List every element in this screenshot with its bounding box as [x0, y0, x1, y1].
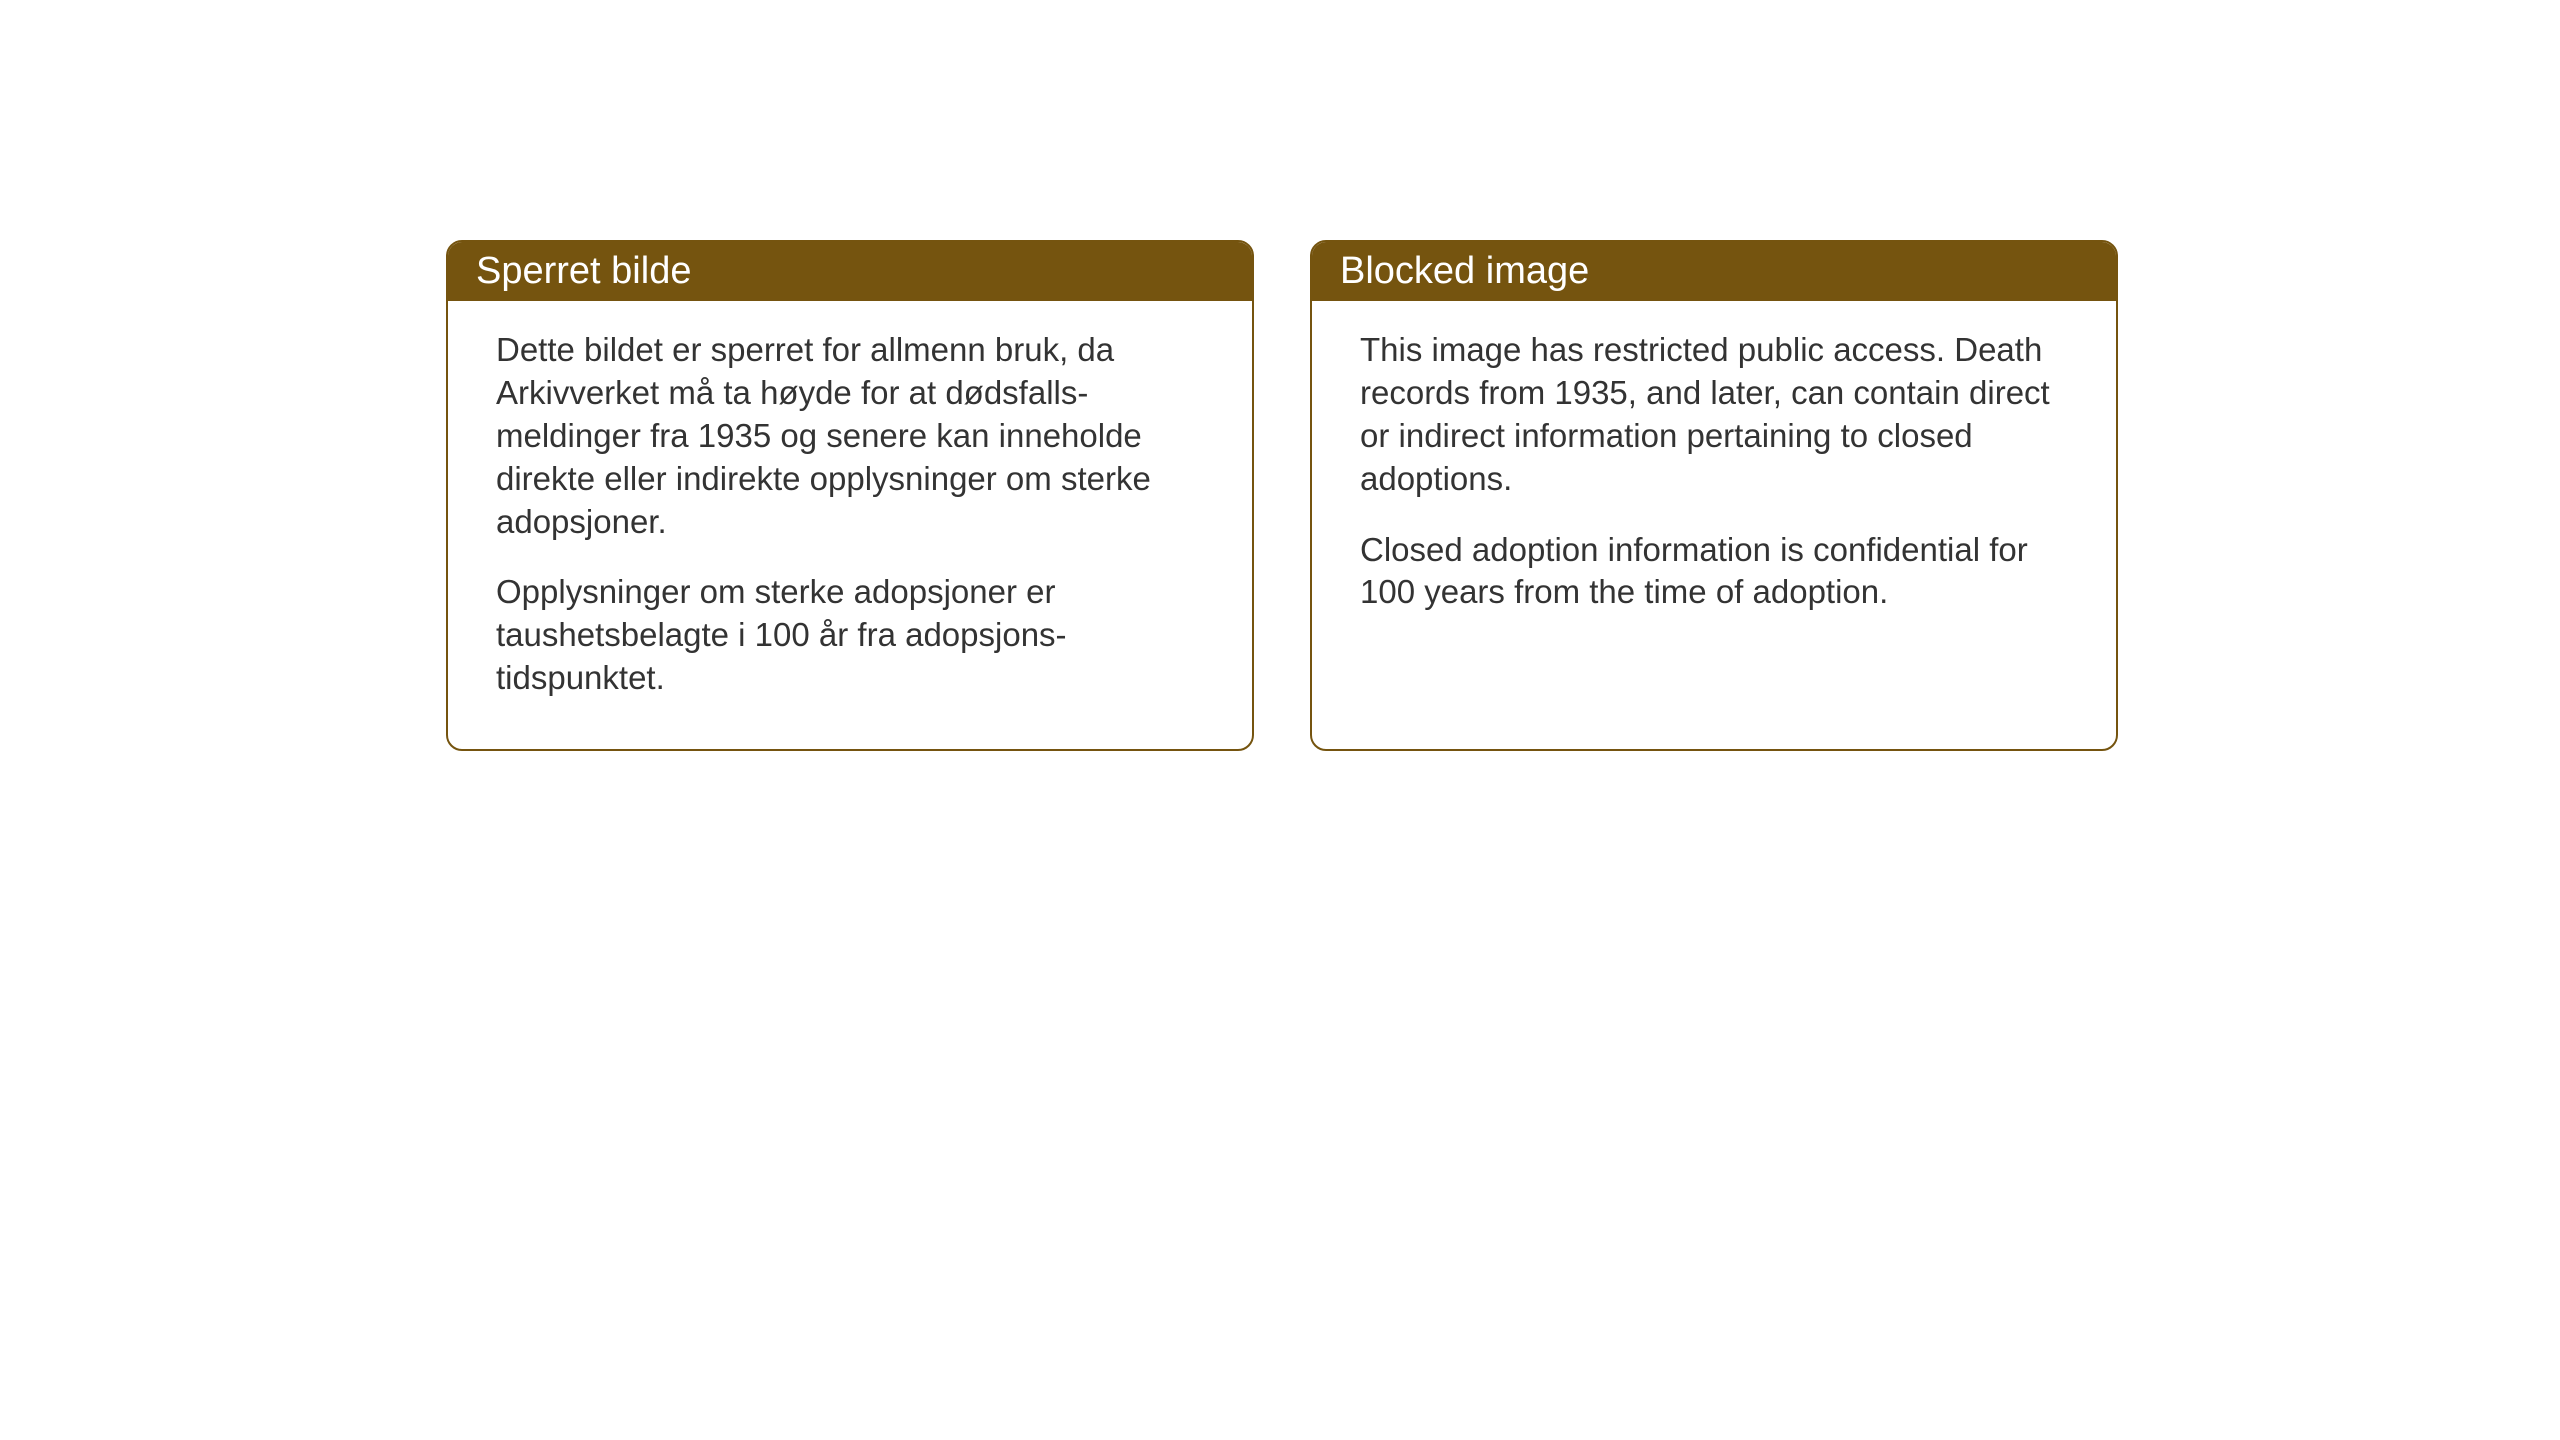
- notice-paragraph-2-english: Closed adoption information is confident…: [1360, 529, 2068, 615]
- notice-container: Sperret bilde Dette bildet er sperret fo…: [446, 240, 2118, 751]
- notice-paragraph-2-norwegian: Opplysninger om sterke adopsjoner er tau…: [496, 571, 1204, 700]
- notice-title-norwegian: Sperret bilde: [476, 250, 691, 292]
- notice-title-english: Blocked image: [1340, 250, 1589, 292]
- notice-header-english: Blocked image: [1312, 242, 2116, 301]
- notice-card-english: Blocked image This image has restricted …: [1310, 240, 2118, 751]
- notice-card-norwegian: Sperret bilde Dette bildet er sperret fo…: [446, 240, 1254, 751]
- notice-paragraph-1-norwegian: Dette bildet er sperret for allmenn bruk…: [496, 329, 1204, 543]
- notice-body-norwegian: Dette bildet er sperret for allmenn bruk…: [448, 301, 1252, 736]
- notice-paragraph-1-english: This image has restricted public access.…: [1360, 329, 2068, 501]
- notice-body-english: This image has restricted public access.…: [1312, 301, 2116, 650]
- notice-header-norwegian: Sperret bilde: [448, 242, 1252, 301]
